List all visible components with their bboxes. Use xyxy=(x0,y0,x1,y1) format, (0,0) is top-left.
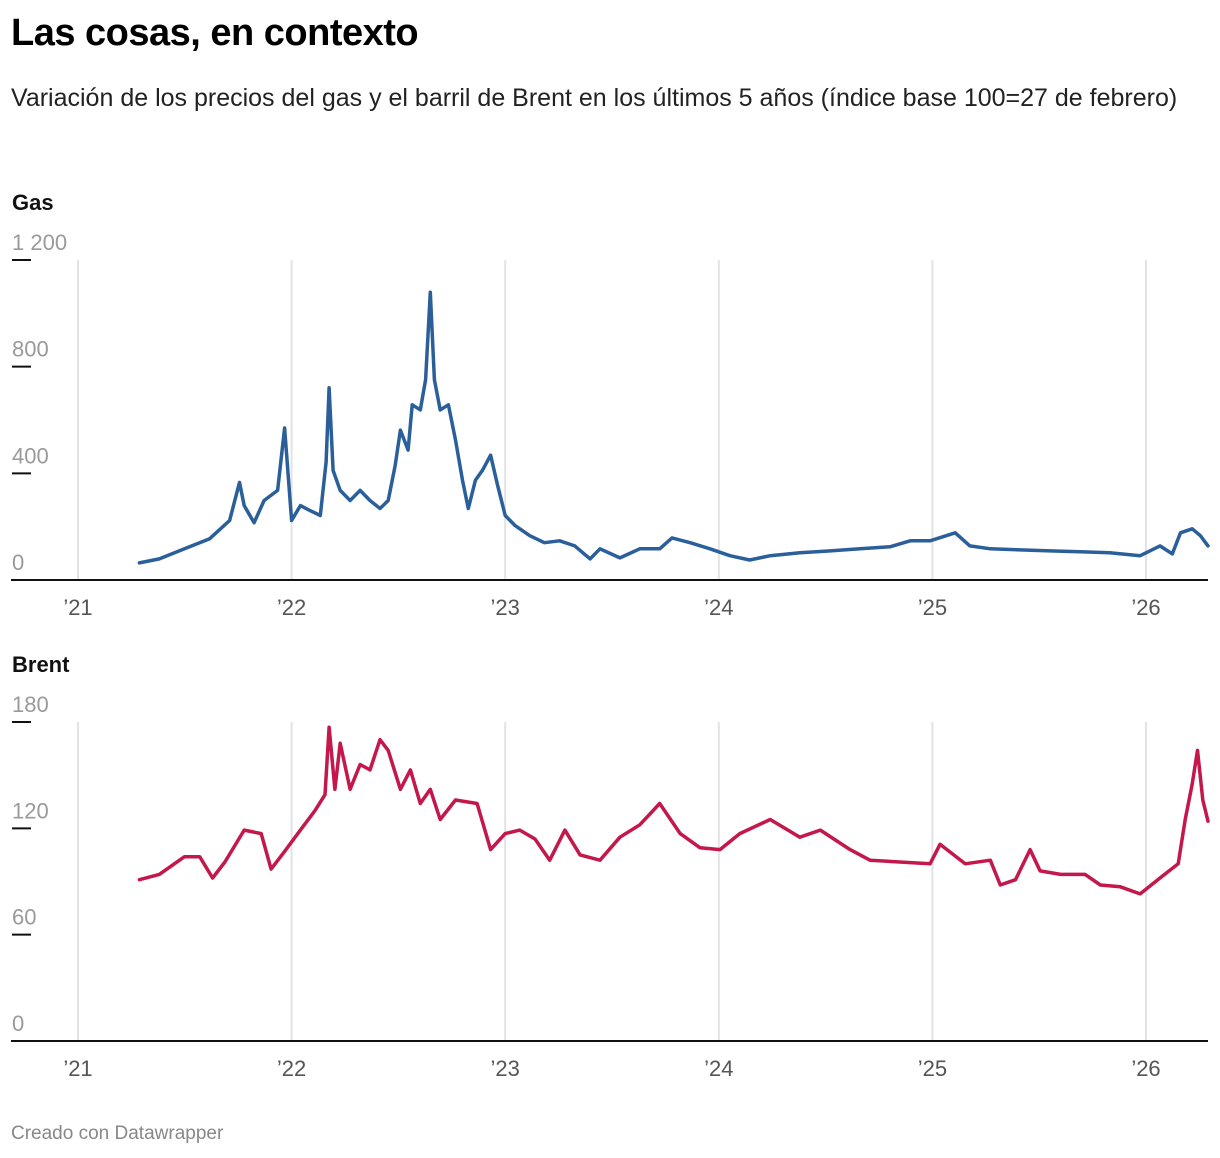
x-tick-label: ’26 xyxy=(1131,595,1160,620)
gas-chart: ’21 ’22 ’23 ’24 ’25 ’26 0 400 800 1 200 xyxy=(11,230,1210,620)
y-tick-label: 400 xyxy=(12,443,49,468)
footer-credit: Creado con Datawrapper xyxy=(11,1123,224,1144)
gas-panel-title: Gas xyxy=(12,190,54,215)
x-tick-label: ’22 xyxy=(277,595,306,620)
y-tick-label: 0 xyxy=(12,550,24,575)
y-tick-label: 1 200 xyxy=(12,230,67,255)
x-tick-label: ’23 xyxy=(491,595,520,620)
gas-series-line xyxy=(137,290,1210,565)
y-tick-label: 0 xyxy=(12,1011,24,1036)
x-tick-label: ’26 xyxy=(1131,1056,1160,1081)
x-tick-label: ’25 xyxy=(918,595,947,620)
chart-title: Las cosas, en contexto xyxy=(11,12,419,54)
brent-panel-title: Brent xyxy=(12,652,70,677)
x-tick-label: ’25 xyxy=(918,1056,947,1081)
chart-subtitle: Variación de los precios del gas y el ba… xyxy=(11,84,1178,112)
x-tick-label: ’24 xyxy=(704,595,733,620)
brent-chart: ’21 ’22 ’23 ’24 ’25 ’26 0 60 120 180 xyxy=(11,692,1210,1081)
x-tick-label: ’24 xyxy=(704,1056,733,1081)
x-tick-label: ’23 xyxy=(491,1056,520,1081)
brent-series-line xyxy=(137,725,1210,896)
x-tick-label: ’21 xyxy=(63,595,92,620)
x-tick-label: ’21 xyxy=(63,1056,92,1081)
y-tick-label: 60 xyxy=(12,905,36,930)
y-tick-label: 800 xyxy=(12,337,49,362)
y-tick-label: 120 xyxy=(12,798,49,823)
x-tick-label: ’22 xyxy=(277,1056,306,1081)
y-tick-label: 180 xyxy=(12,692,49,717)
